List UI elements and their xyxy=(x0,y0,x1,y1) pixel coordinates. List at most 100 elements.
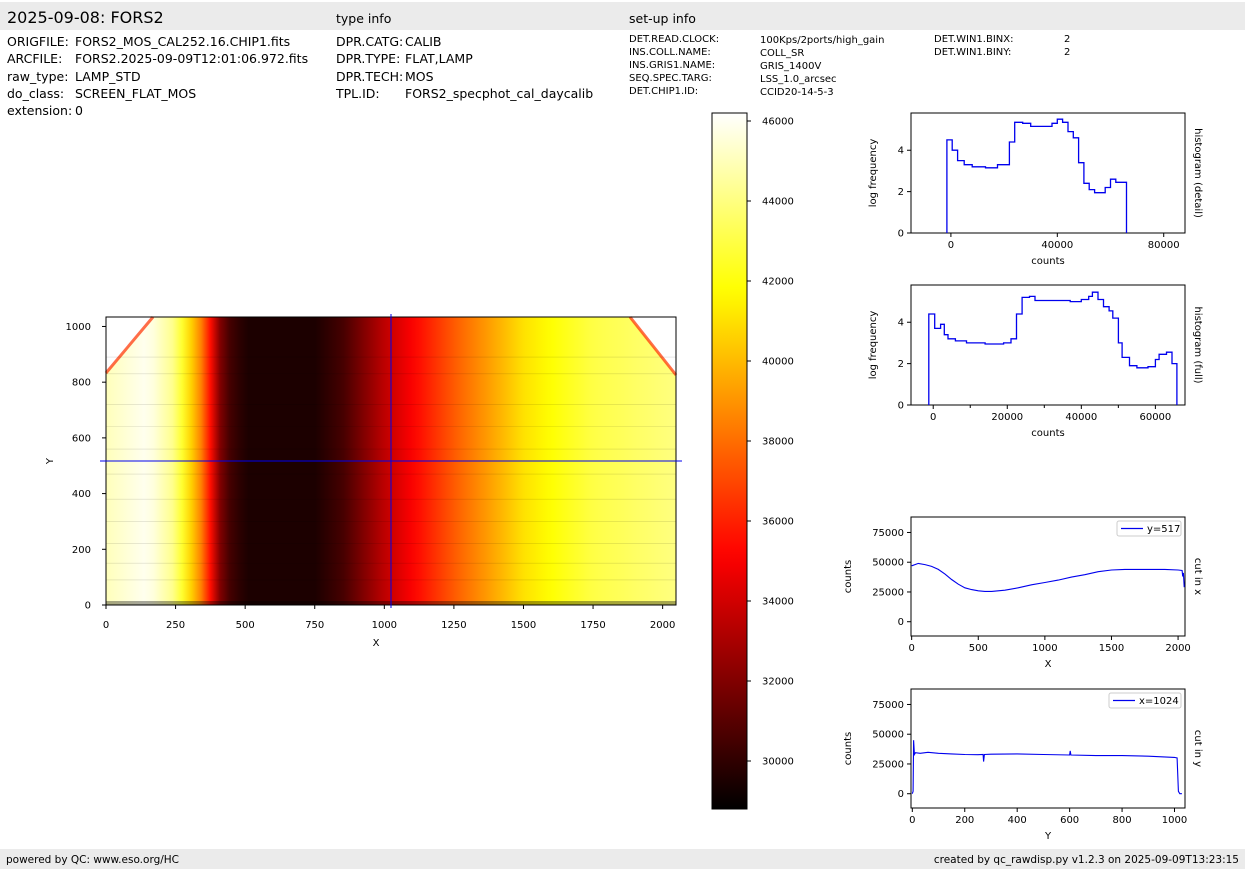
footer-bar xyxy=(0,849,1245,869)
x-tick-label: 1250 xyxy=(441,620,466,631)
plot-frame xyxy=(910,284,1186,406)
type-info-key: DPR.CATG: xyxy=(336,34,404,49)
colorbar-scale xyxy=(711,112,748,810)
image-corner-edge xyxy=(104,316,155,374)
legend-box xyxy=(1108,692,1182,709)
type-info-value: MOS xyxy=(405,69,434,84)
y-tick-label: 800 xyxy=(72,378,91,389)
histogram-steps xyxy=(928,291,1178,405)
setup-info-heading: set-up info xyxy=(629,11,696,26)
x-tick-label: 200 xyxy=(955,815,974,826)
x-tick-label: 1000 xyxy=(1032,643,1057,654)
type-info-key: TPL.ID: xyxy=(336,86,380,101)
setup-info-value: LSS_1.0_arcsec xyxy=(760,74,837,85)
setup-info-key: DET.WIN1.BINY: xyxy=(934,47,1012,58)
x-tick-label: 0 xyxy=(930,412,936,423)
x-tick-label: 1000 xyxy=(372,620,397,631)
y-tick-label: 75000 xyxy=(872,700,904,711)
x-tick-label: 80000 xyxy=(1148,240,1180,251)
setup-info-key: DET.WIN1.BINX: xyxy=(934,34,1014,45)
y-tick-label: 25000 xyxy=(872,587,904,598)
plot-frame xyxy=(910,516,1186,637)
y-axis-label: counts xyxy=(843,732,854,765)
colorbar-tick-label: 44000 xyxy=(762,197,794,208)
legend-label: y=517 xyxy=(1147,524,1180,535)
x-tick-label: 60000 xyxy=(1139,412,1171,423)
colorbar-tick-label: 38000 xyxy=(762,437,794,448)
setup-info-key: SEQ.SPEC.TARG: xyxy=(629,73,712,84)
colorbar-tick-label: 46000 xyxy=(762,117,794,128)
file-info-key: do_class: xyxy=(7,86,65,101)
x-tick-label: 600 xyxy=(1060,815,1079,826)
x-tick-label: 2000 xyxy=(650,620,675,631)
x-axis-label: X xyxy=(373,638,380,649)
side-label: histogram (full) xyxy=(1192,306,1203,383)
x-tick-label: 0 xyxy=(908,643,914,654)
type-info-value: FLAT,LAMP xyxy=(405,51,473,66)
x-tick-label: 400 xyxy=(1008,815,1027,826)
x-tick-label: 1750 xyxy=(580,620,605,631)
x-tick-label: 1500 xyxy=(1099,643,1124,654)
y-tick-label: 25000 xyxy=(872,759,904,770)
file-info-value: FORS2_MOS_CAL252.16.CHIP1.fits xyxy=(75,34,291,49)
x-axis-label: counts xyxy=(1031,428,1064,439)
plot-hist_detail: 0 40000 80000 0 2 4 counts log frequency histogr… xyxy=(868,112,1203,267)
y-tick-label: 0 xyxy=(85,601,91,612)
file-info-value: LAMP_STD xyxy=(75,69,141,84)
x-axis-label: counts xyxy=(1031,256,1064,267)
file-info-key: ARCFILE: xyxy=(7,51,63,66)
x-axis-label: X xyxy=(1045,659,1052,670)
y-tick-label: 0 xyxy=(898,401,904,412)
setup-info-value: CCID20-14-5-3 xyxy=(760,87,834,98)
x-tick-label: 800 xyxy=(1113,815,1132,826)
side-label: cut in y xyxy=(1192,730,1203,767)
x-tick-label: 40000 xyxy=(1041,240,1073,251)
y-axis-label: counts xyxy=(843,560,854,593)
x-tick-label: 0 xyxy=(909,815,915,826)
file-info-value: 0 xyxy=(75,103,83,118)
file-info-key: raw_type: xyxy=(7,69,69,84)
y-axis-label: log frequency xyxy=(868,311,879,380)
x-axis-label: Y xyxy=(1044,831,1052,842)
y-tick-label: 4 xyxy=(898,146,904,157)
x-tick-label: 1000 xyxy=(1162,815,1187,826)
type-info-key: DPR.TYPE: xyxy=(336,51,401,66)
file-info-value: FORS2.2025-09-09T12:01:06.972.fits xyxy=(75,51,309,66)
type-info-value: FORS2_specphot_cal_daycalib xyxy=(405,86,594,101)
footer-created-by: created by qc_rawdisp.py v1.2.3 on 2025-… xyxy=(933,854,1239,866)
plot-image: 0 250 500 750 1000 1250 1500 1750 2000 0 200 400 600… xyxy=(45,314,682,649)
plot-frame xyxy=(910,688,1186,809)
x-tick-label: 1500 xyxy=(511,620,536,631)
header-bar xyxy=(0,2,1245,30)
colorbar-tick-label: 32000 xyxy=(762,677,794,688)
plot-colorbar: 30000 32000 34000 36000 38000 40000 42000 44000… xyxy=(711,112,794,810)
setup-info-value: GRIS_1400V xyxy=(760,61,822,72)
y-tick-label: 0 xyxy=(898,229,904,240)
setup-info-value: 2 xyxy=(1064,47,1071,58)
type-info-value: CALIB xyxy=(405,34,442,49)
y-tick-label: 2 xyxy=(898,187,904,198)
legend-label: x=1024 xyxy=(1139,696,1179,707)
y-tick-label: 4 xyxy=(898,318,904,329)
y-tick-label: 200 xyxy=(72,545,91,556)
y-tick-label: 600 xyxy=(72,433,91,444)
y-tick-label: 2 xyxy=(898,359,904,370)
plot-frame xyxy=(910,112,1186,234)
file-info-key: extension: xyxy=(7,103,73,118)
y-axis-label: log frequency xyxy=(868,139,879,208)
colorbar-tick-label: 36000 xyxy=(762,517,794,528)
setup-info-key: INS.GRIS1.NAME: xyxy=(629,60,716,71)
cut-line xyxy=(911,562,1185,592)
legend-box xyxy=(1116,520,1182,537)
plot-hist_full: 0 20000 40000 60000 0 2 4 counts log frequency hi… xyxy=(868,284,1203,439)
colorbar-tick-label: 40000 xyxy=(762,357,794,368)
type-info-key: DPR.TECH: xyxy=(336,69,404,84)
setup-info-key: INS.COLL.NAME: xyxy=(629,47,711,58)
histogram-steps xyxy=(946,118,1128,233)
x-tick-label: 0 xyxy=(103,620,109,631)
setup-info-key: DET.READ.CLOCK: xyxy=(629,34,720,45)
y-tick-label: 400 xyxy=(72,489,91,500)
side-label: histogram (detail) xyxy=(1192,128,1203,218)
